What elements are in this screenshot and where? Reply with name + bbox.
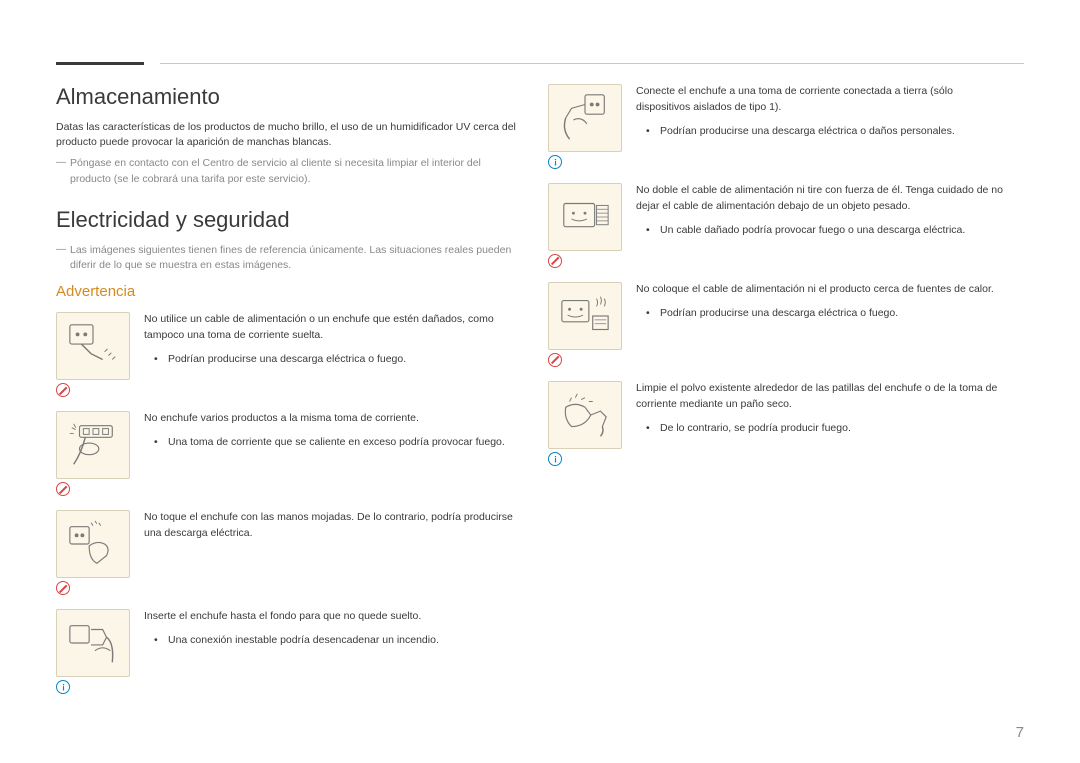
- info-icon: [548, 452, 562, 466]
- page-number: 7: [1016, 724, 1024, 741]
- prohibit-icon: [56, 581, 70, 595]
- illustration-bend-cable: [548, 183, 622, 251]
- item-text: Inserte el enchufe hasta el fondo para q…: [144, 609, 518, 625]
- info-icon: [548, 155, 562, 169]
- electricity-note: Las imágenes siguientes tienen fines de …: [56, 243, 518, 273]
- header-divider: [160, 63, 1024, 64]
- prohibit-icon: [56, 482, 70, 496]
- warning-heading: Advertencia: [56, 283, 518, 300]
- item-text: No enchufe varios productos a la misma t…: [144, 411, 518, 427]
- item-bullet: Una conexión inestable podría desencaden…: [168, 633, 518, 649]
- item-text: No toque el enchufe con las manos mojada…: [144, 510, 518, 542]
- item-bullet: Podrían producirse una descarga eléctric…: [660, 306, 1010, 322]
- item-bullet: Podrían producirse una descarga eléctric…: [168, 352, 518, 368]
- item-bullet: Una toma de corriente que se caliente en…: [168, 435, 518, 451]
- content-columns: Almacenamiento Datas las características…: [56, 84, 1024, 708]
- right-column: Conecte el enchufe a una toma de corrien…: [548, 84, 1010, 708]
- safety-item: No toque el enchufe con las manos mojada…: [56, 510, 518, 595]
- item-bullet: Un cable dañado podría provocar fuego o …: [660, 223, 1010, 239]
- safety-item: No coloque el cable de alimentación ni e…: [548, 282, 1010, 367]
- safety-item: Limpie el polvo existente alrededor de l…: [548, 381, 1010, 466]
- safety-item: No enchufe varios productos a la misma t…: [56, 411, 518, 496]
- item-text: Limpie el polvo existente alrededor de l…: [636, 381, 1010, 413]
- item-bullet: Podrían producirse una descarga eléctric…: [660, 124, 1010, 140]
- item-text: No utilice un cable de alimentación o un…: [144, 312, 518, 344]
- item-text: No coloque el cable de alimentación ni e…: [636, 282, 1010, 298]
- item-text: Conecte el enchufe a una toma de corrien…: [636, 84, 1010, 116]
- left-column: Almacenamiento Datas las características…: [56, 84, 518, 708]
- heading-electricity: Electricidad y seguridad: [56, 207, 518, 233]
- prohibit-icon: [56, 383, 70, 397]
- safety-item: Conecte el enchufe a una toma de corrien…: [548, 84, 1010, 169]
- storage-note: Póngase en contacto con el Centro de ser…: [56, 156, 518, 186]
- info-icon: [56, 680, 70, 694]
- illustration-multi-plug: [56, 411, 130, 479]
- item-bullet: De lo contrario, se podría producir fueg…: [660, 421, 1010, 437]
- item-text: No doble el cable de alimentación ni tir…: [636, 183, 1010, 215]
- prohibit-icon: [548, 353, 562, 367]
- storage-intro: Datas las características de los product…: [56, 120, 518, 150]
- illustration-damaged-plug: [56, 312, 130, 380]
- illustration-wet-hands: [56, 510, 130, 578]
- illustration-heat-source: [548, 282, 622, 350]
- header-accent-bar: [56, 62, 144, 65]
- prohibit-icon: [548, 254, 562, 268]
- illustration-insert-plug: [56, 609, 130, 677]
- illustration-clean-plug: [548, 381, 622, 449]
- safety-item: Inserte el enchufe hasta el fondo para q…: [56, 609, 518, 694]
- illustration-grounded-outlet: [548, 84, 622, 152]
- heading-storage: Almacenamiento: [56, 84, 518, 110]
- safety-item: No doble el cable de alimentación ni tir…: [548, 183, 1010, 268]
- safety-item: No utilice un cable de alimentación o un…: [56, 312, 518, 397]
